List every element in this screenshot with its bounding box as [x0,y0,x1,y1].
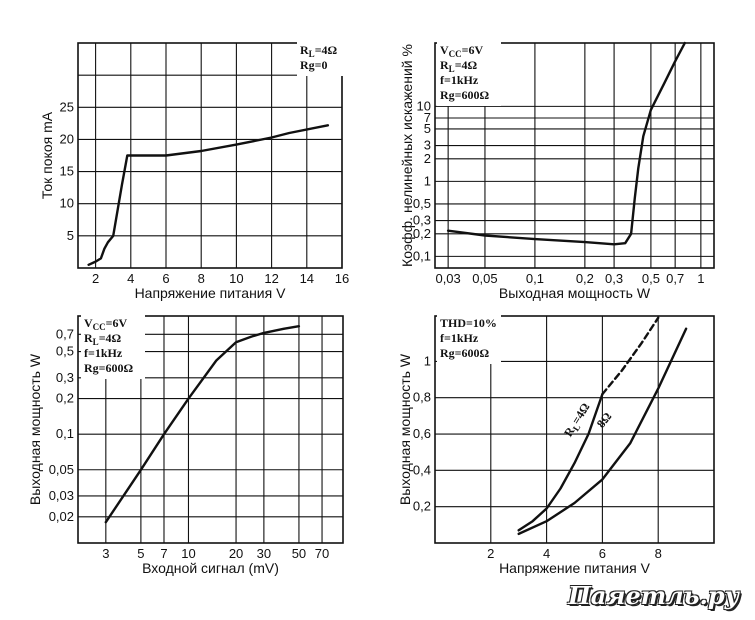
x-axis-label: Выходная мощность W [499,285,651,301]
plot-frame [77,42,343,269]
condition-note: Rg=600Ω [440,346,490,360]
x-tick-label: 0,2 [576,271,594,286]
x-tick-label: 20 [229,546,243,561]
x-tick-label: 3 [102,546,109,561]
x-tick-label: 2 [487,546,494,561]
y-tick-label: 3 [424,138,431,153]
y-tick-label: 1 [424,353,431,368]
y-tick-label: 0,2 [413,499,431,514]
chart-power-vs-input: 3 5 7 10 20 30 50 70 0,02 0,03 0,05 0,1 0,2 0,3 0,5 0,7… [27,315,344,576]
series-line [87,124,330,266]
condition-note: f=1kHz [440,331,479,345]
x-tick-label: 4 [543,546,550,561]
site-watermark: Паяетль.ру [568,581,739,610]
chart-power-vs-supply: 2 4 6 8 0,2 0,4 0,6 0,8 1 Напряжение питания V Вых… [397,315,715,576]
y-axis-label: Выходная мощность W [397,353,413,505]
series-line [517,327,688,536]
y-tick-label: 0,2 [413,226,431,241]
condition-note: Rg=600Ω [84,361,134,375]
series-line [446,41,686,246]
y-tick-label: 15 [60,164,74,179]
condition-note: RL=4Ω [440,58,478,74]
y-tick-label: 0,1 [56,426,74,441]
y-tick-label: 0,3 [413,213,431,228]
condition-note: f=1kHz [440,73,479,87]
y-tick-label: 0,2 [56,391,74,406]
plot-frame [77,315,344,544]
x-tick-label: 0,1 [526,271,544,286]
notes-background [297,42,361,76]
y-tick-label: 0,5 [413,196,431,211]
y-tick-label: 0,1 [413,248,431,263]
y-tick-label: 20 [60,131,74,146]
notes-background [437,315,501,364]
x-tick-label: 0,7 [666,271,684,286]
x-tick-label: 12 [264,271,278,286]
y-axis-label: Ток покоя mA [39,111,55,199]
plot-frame [434,42,715,269]
y-tick-label: 0,03 [49,488,74,503]
condition-note: Rg=600Ω [440,88,490,102]
x-tick-label: 4 [127,271,134,286]
x-tick-label: 0,3 [605,271,623,286]
condition-note: Rg=0 [300,58,328,72]
y-tick-label: 0,4 [413,462,431,477]
x-tick-label: 10 [229,271,243,286]
plot-frame [434,315,715,544]
x-tick-label: 1 [697,271,704,286]
x-axis-label: Напряжение питания V [135,285,287,301]
series-line [601,316,660,396]
condition-note: RL=4Ω [300,43,338,59]
x-tick-label: 8 [198,271,205,286]
condition-note: f=1kHz [84,346,123,360]
series-line [104,325,301,524]
series-line [517,392,604,532]
y-tick-label: 0,8 [413,390,431,405]
x-tick-label: 5 [137,546,144,561]
x-tick-label: 6 [599,546,606,561]
y-axis-label: Коэфф. нелинейных искажений % [399,44,415,267]
x-tick-label: 10 [181,546,195,561]
condition-note: THD=10% [440,316,497,330]
x-tick-label: 70 [315,546,329,561]
condition-note: VCC=6V [84,316,128,332]
y-tick-label: 0,6 [413,426,431,441]
y-tick-label: 25 [60,99,74,114]
y-tick-label: 5 [67,228,74,243]
notes-background [81,315,145,379]
x-tick-label: 30 [257,546,271,561]
x-tick-label: 8 [655,546,662,561]
y-tick-label: 7 [424,110,431,125]
y-tick-label: 1 [424,173,431,188]
y-tick-label: 10 [60,196,74,211]
y-tick-label: 0,3 [56,370,74,385]
x-tick-label: 0,05 [472,271,497,286]
x-tick-label: 2 [92,271,99,286]
y-tick-label: 2 [424,151,431,166]
y-tick-label: 5 [424,121,431,136]
condition-note: VCC=6V [440,43,484,59]
x-tick-label: 16 [335,271,349,286]
y-tick-label: 10 [417,98,431,113]
x-axis-label: Входной сигнал (mV) [142,560,279,576]
x-axis-label: Напряжение питания V [499,560,651,576]
x-tick-label: 0,5 [642,271,660,286]
y-axis-label: Выходная мощность W [27,353,43,505]
x-tick-label: 6 [162,271,169,286]
x-tick-label: 50 [292,546,306,561]
x-tick-label: 7 [160,546,167,561]
notes-background [437,42,501,106]
x-tick-label: 14 [300,271,314,286]
y-tick-label: 0,05 [49,462,74,477]
y-tick-label: 0,7 [56,326,74,341]
y-tick-label: 0,5 [56,344,74,359]
chart-quiescent-current: 2 4 6 8 10 12 14 16 5 10 15 20 25 Напряжение питания … [39,42,361,301]
y-tick-label: 0,02 [49,509,74,524]
x-tick-label: 0,03 [435,271,460,286]
condition-note: RL=4Ω [84,331,122,347]
chart-thd-vs-power: 0,03 0,05 0,1 0,2 0,3 0,5 0,7 10,10,20,30,51235… [399,41,715,301]
